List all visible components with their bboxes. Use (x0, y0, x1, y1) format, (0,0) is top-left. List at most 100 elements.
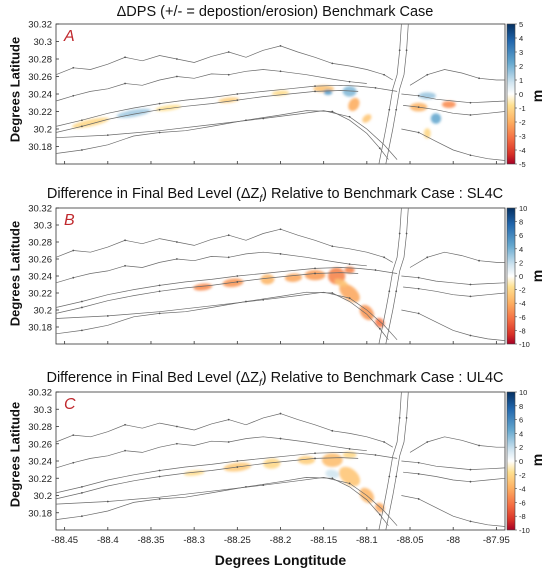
contour-marker (106, 134, 109, 137)
y-tick-label: 30.28 (28, 422, 52, 433)
contour-marker (72, 66, 75, 69)
contour-marker (395, 475, 398, 478)
y-tick-label: 30.18 (28, 142, 52, 153)
y-tick-label: 30.24 (28, 90, 52, 101)
contour-marker (72, 249, 75, 252)
x-tick-label: -88.25 (224, 535, 251, 546)
field-patch (71, 117, 110, 129)
contour-marker (227, 418, 230, 421)
contour-marker (405, 416, 408, 419)
contour-marker (426, 441, 429, 443)
contour-marker (348, 297, 351, 299)
contour-marker (469, 154, 472, 157)
contour-marker (405, 49, 408, 52)
panel-a-letter: A (63, 28, 75, 45)
contour-marker (469, 334, 472, 337)
colorbar-tick-label: -5 (519, 160, 526, 169)
contour-marker (388, 290, 391, 293)
y-tick-label: 30.2 (34, 306, 53, 317)
contour-marker (175, 75, 178, 78)
panel-b-title-text: Difference in Final Bed Level (ΔZ (46, 186, 260, 202)
panel-c-title-sub: f (258, 377, 262, 389)
contour-marker (158, 475, 161, 478)
colorbar-tick-label: -3 (519, 132, 526, 141)
panel-b-title: Difference in Final Bed Level (ΔZf) Rela… (0, 186, 550, 205)
shoreline-contour (55, 477, 398, 526)
contour-marker (331, 429, 334, 432)
panel-a-field (71, 85, 456, 139)
contour-marker (374, 269, 377, 271)
shoreline-contour (385, 207, 409, 345)
contour-marker (124, 449, 126, 452)
contour-marker (124, 264, 126, 267)
contour-marker (469, 295, 472, 298)
field-patch (342, 86, 357, 97)
y-tick-label: 30.18 (28, 323, 52, 334)
field-patch (334, 278, 348, 287)
x-tick-label: -88.4 (97, 535, 119, 546)
y-tick-label: 30.28 (28, 238, 52, 249)
panel-b-title-sub: f (259, 193, 263, 205)
colorbar-tick-label: 0 (519, 457, 523, 466)
panel-b-frame (55, 207, 506, 345)
colorbar-tick-label: -2 (519, 471, 526, 480)
contour-marker (469, 468, 472, 471)
panel-c-title-suffix: ) Relative to Benchmark Case : UL4C (261, 370, 504, 386)
contour-marker (236, 281, 239, 283)
contour-marker (124, 239, 126, 242)
contour-marker (417, 473, 420, 475)
contour-marker (469, 101, 472, 104)
panel-c-colorbar (506, 391, 516, 531)
contour-marker (175, 425, 178, 428)
contour-marker (227, 441, 230, 443)
colorbar-tick-label: 0 (519, 90, 523, 99)
contour-marker (388, 108, 391, 111)
contour-marker (417, 106, 420, 109)
contour-marker (158, 131, 161, 134)
panel-a-title: ΔDPS (+/- = depostion/erosion) Benchmark… (0, 4, 550, 20)
y-tick-label: 30.32 (28, 204, 52, 215)
colorbar-tick-label: -4 (519, 299, 526, 308)
contour-marker (348, 482, 351, 485)
contour-marker (245, 485, 247, 488)
field-patch (297, 455, 316, 465)
contour-marker (417, 287, 420, 290)
colorbar-tick-label: -6 (519, 313, 526, 322)
field-patch (323, 89, 333, 95)
contour-marker (478, 259, 480, 262)
contour-marker (175, 58, 178, 60)
colorbar-tick-label: 4 (519, 34, 523, 43)
contour-marker (158, 469, 161, 472)
y-tick-label: 30.32 (28, 388, 52, 399)
contour-marker (395, 290, 398, 293)
contour-marker (279, 437, 282, 440)
panel-b-title-suffix: ) Relative to Benchmark Case : SL4C (262, 186, 504, 202)
contour-marker (158, 108, 161, 111)
colorbar-tick-label: -1 (519, 104, 526, 113)
colorbar-tick-label: 0 (519, 272, 523, 281)
contour-marker (236, 99, 239, 102)
contour-marker (417, 498, 420, 500)
panel-c-letter: C (64, 396, 76, 413)
contour-marker (279, 253, 282, 255)
contour-marker (245, 119, 247, 122)
colorbar-tick-label: 4 (519, 429, 523, 438)
contour-marker (279, 70, 282, 73)
y-tick-label: 30.24 (28, 272, 52, 283)
shoreline-contour (55, 69, 367, 102)
y-tick-label: 30.2 (34, 491, 53, 502)
contour-marker (331, 62, 334, 65)
field-patch (441, 101, 456, 108)
y-tick-label: 30.22 (28, 474, 52, 485)
field-patch (321, 453, 343, 468)
x-tick-label: -88 (446, 535, 460, 546)
x-tick-label: -88.1 (356, 535, 378, 546)
field-patch (362, 114, 372, 123)
contour-marker (469, 520, 472, 523)
contour-marker (383, 441, 386, 443)
contour-marker (469, 480, 472, 483)
contour-marker (417, 131, 420, 134)
shoreline-contour (55, 110, 398, 160)
y-tick-label: 30.3 (34, 37, 53, 48)
contour-marker (331, 292, 334, 294)
